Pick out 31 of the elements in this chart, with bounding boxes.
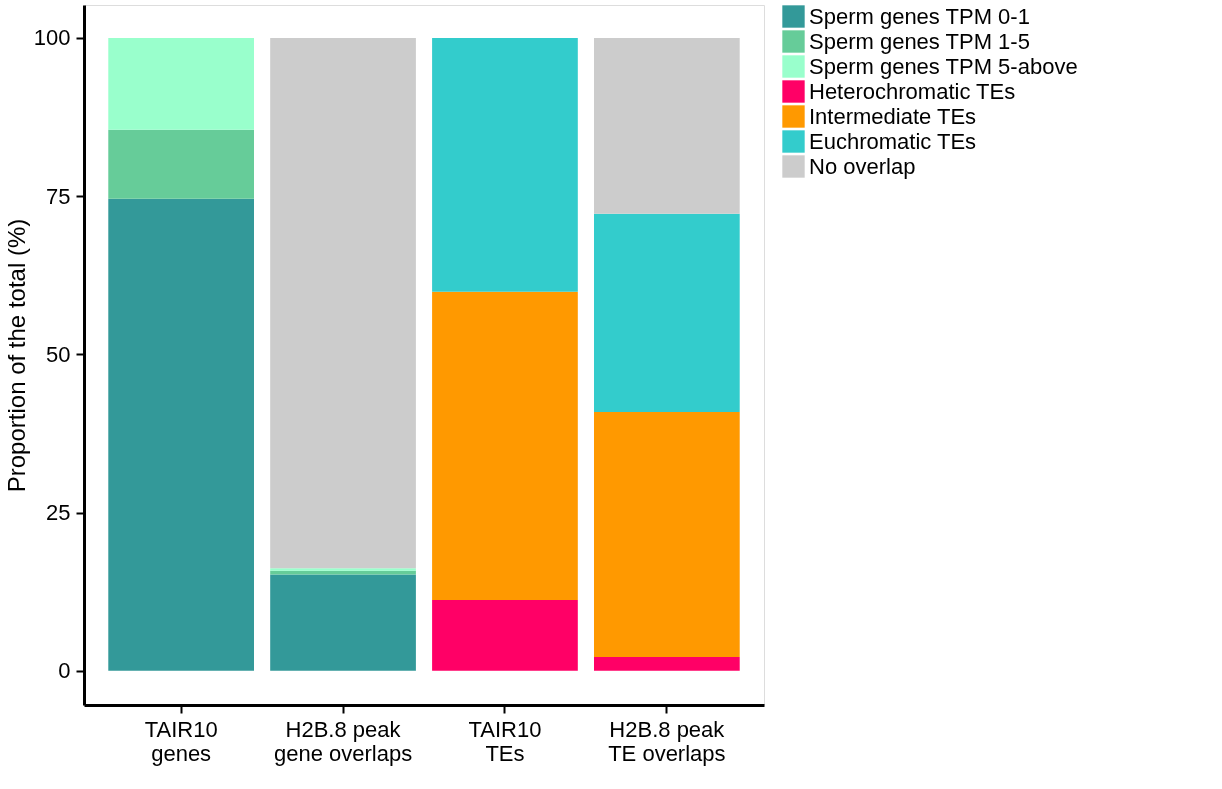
y-tick-label: 100: [33, 25, 71, 51]
bar: [108, 198, 254, 671]
bar: [108, 129, 254, 199]
y-tick-label: 25: [46, 500, 71, 526]
bar: [270, 574, 416, 671]
legend-label: Sperm genes TPM 1-5: [809, 28, 1030, 54]
bar: [432, 599, 578, 671]
legend-label: Sperm genes TPM 0-1: [809, 3, 1030, 29]
bar: [594, 656, 740, 671]
legend-label: Euchromatic TEs: [809, 128, 977, 154]
bar: [270, 37, 416, 569]
bar: [594, 37, 740, 214]
legend-label: Intermediate TEs: [809, 103, 977, 129]
legend-label: No overlap: [809, 153, 916, 179]
x-tick-label: H2B.8 peak TE overlaps: [608, 716, 726, 766]
bar: [432, 291, 578, 600]
bar: [270, 570, 416, 575]
bar: [270, 568, 416, 571]
x-tick-label: TAIR10 TEs: [468, 716, 542, 766]
legend-label: Sperm genes TPM 5-above: [809, 53, 1078, 79]
y-tick-label: 0: [58, 658, 71, 684]
x-tick-label: H2B.8 peak gene overlaps: [273, 716, 413, 766]
bar: [594, 411, 740, 657]
bar: [432, 37, 578, 292]
bar: [108, 37, 254, 130]
legend-label: Heterochromatic TEs: [809, 78, 1016, 104]
bar: [594, 213, 740, 412]
x-tick-label: TAIR10 genes: [144, 716, 218, 766]
y-tick-label: 50: [46, 341, 71, 367]
y-axis-title: Proportion of the total (%): [2, 218, 30, 493]
y-tick-label: 75: [46, 183, 71, 209]
